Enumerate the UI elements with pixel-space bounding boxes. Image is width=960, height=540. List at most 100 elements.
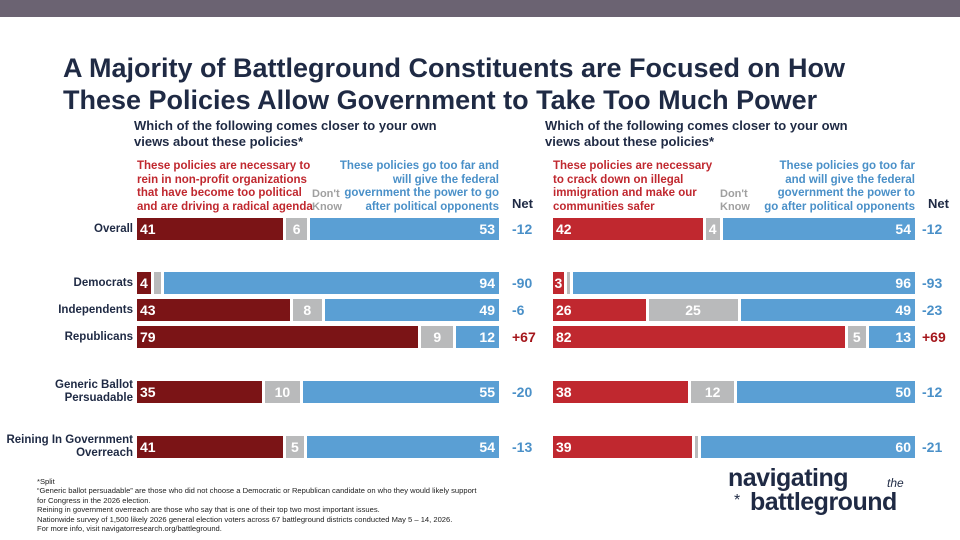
oppose-option-line: and will give the federal	[785, 173, 915, 186]
dont-know-line: Know	[312, 201, 342, 213]
bar-segment-oppose: 60	[701, 436, 915, 458]
net-header: Net	[928, 196, 949, 211]
row-label: Independents	[3, 304, 133, 317]
question-line: Which of the following comes closer to y…	[134, 118, 437, 133]
row-label: Reining In Government Overreach	[3, 434, 133, 460]
bar-segment-support: 43	[137, 299, 291, 321]
oppose-option-line: after political opponents	[365, 200, 499, 213]
footnote-line: Nationwide survey of 1,500 likely 2026 g…	[37, 514, 453, 524]
bar-segment-dont-know: 5	[285, 436, 304, 458]
row-label-line: Generic Ballot	[55, 379, 133, 391]
bar-segment-oppose: 55	[303, 381, 499, 403]
chart-question: Which of the following comes closer to y…	[545, 118, 905, 150]
net-header: Net	[512, 196, 533, 211]
oppose-option-line: will give the federal	[392, 173, 499, 186]
bar-segment-support: 41	[137, 436, 283, 458]
bar-segment-dont-know: 9	[421, 326, 454, 348]
net-value: -20	[512, 384, 533, 400]
logo-star-icon: *	[734, 492, 741, 509]
row-label: Generic Ballot Persuadable	[3, 379, 133, 405]
bar-segment-dont-know: 8	[293, 299, 322, 321]
support-option-label: These policies are necessary to rein in n…	[137, 160, 313, 214]
dont-know-line: Don't	[312, 188, 340, 200]
bar-segment-support: 38	[553, 381, 689, 403]
title-line-2: These Policies Allow Government to Take …	[63, 85, 818, 115]
net-value: -13	[512, 439, 533, 455]
bar-segment-support: 41	[137, 218, 283, 240]
row-label-line: Independents	[58, 303, 133, 316]
question-line: views about these policies*	[134, 134, 304, 149]
row-label: Republicans	[3, 331, 133, 344]
bar-segment-oppose: 94	[164, 272, 499, 294]
bar-segment-dont-know	[154, 272, 162, 294]
bar-segment-oppose: 12	[456, 326, 499, 348]
net-value: -90	[512, 275, 533, 291]
net-value: -23	[922, 302, 943, 318]
support-option-line: rein in non-profit organizations	[137, 173, 307, 186]
support-option-line: These policies are necessary to	[137, 160, 311, 172]
support-option-line: These policies are necessary	[553, 160, 713, 172]
support-option-line: communities safer	[553, 200, 655, 213]
dont-know-label: Don't Know	[720, 188, 750, 214]
support-option-label: These policies are necessary to crack dow…	[553, 160, 712, 214]
row-label-line: Reining In Government	[6, 434, 133, 446]
net-value: -12	[922, 221, 943, 237]
support-option-line: that have become too political	[137, 187, 302, 199]
oppose-option-line: These policies go too far and	[339, 160, 499, 172]
logo-word-navigating: navigating	[728, 464, 849, 492]
oppose-option-label: These policies go too far and will give t…	[745, 160, 915, 214]
chart-question: Which of the following comes closer to y…	[134, 118, 494, 150]
bar-segment-support: 39	[553, 436, 692, 458]
bar-segment-dont-know	[566, 272, 571, 294]
dont-know-label: Don't Know	[312, 188, 342, 214]
bar-segment-support: 42	[553, 218, 703, 240]
bar-segment-support: 26	[553, 299, 646, 321]
bar-segment-dont-know: 10	[264, 381, 301, 403]
bar-segment-oppose: 54	[306, 436, 499, 458]
footnote-line: for Congress in the 2026 election.	[37, 495, 151, 505]
dont-know-line: Don't	[720, 188, 748, 200]
oppose-option-line: government the power to	[777, 187, 915, 199]
support-option-line: immigration and make our	[553, 187, 697, 199]
footnote-line: Reining in government overreach are thos…	[37, 505, 380, 515]
bar-segment-dont-know: 5	[847, 326, 866, 348]
row-label-line: Overall	[94, 222, 133, 235]
logo-word-the: the	[887, 476, 904, 490]
row-label: Overall	[3, 223, 133, 236]
oppose-option-line: go after political opponents	[764, 200, 915, 213]
row-label: Democrats	[3, 277, 133, 290]
net-value: -12	[512, 221, 533, 237]
net-value: -93	[922, 275, 943, 291]
oppose-option-line: government the power to go	[344, 187, 499, 199]
page-title: A Majority of Battleground Constituents …	[63, 52, 943, 116]
support-option-line: and are driving a radical agenda	[137, 200, 313, 213]
oppose-option-line: These policies go too far	[779, 160, 915, 172]
title-line-1: A Majority of Battleground Constituents …	[63, 53, 846, 83]
support-option-line: to crack down on illegal	[553, 173, 684, 186]
bar-segment-support: 82	[553, 326, 845, 348]
navigating-battleground-logo: navigating the * battleground	[728, 464, 948, 524]
dont-know-line: Know	[720, 201, 750, 213]
row-label-line: Overreach	[76, 447, 133, 459]
logo-word-battleground: battleground	[750, 488, 897, 516]
bar-segment-dont-know: 6	[285, 218, 308, 240]
net-value: -6	[512, 302, 525, 318]
bar-segment-dont-know: 4	[705, 218, 720, 240]
footnotes: *Split “Generic ballot persuadable” are …	[37, 477, 637, 533]
question-line: Which of the following comes closer to y…	[545, 118, 848, 133]
bar-segment-oppose: 49	[740, 299, 915, 321]
bar-segment-oppose: 13	[868, 326, 915, 348]
row-label-line: Persuadable	[64, 392, 133, 404]
net-value: +69	[922, 329, 946, 345]
row-label-line: Republicans	[64, 330, 133, 343]
bar-segment-support: 79	[137, 326, 419, 348]
footnote-line: “Generic ballot persuadable” are those w…	[37, 486, 477, 496]
bar-segment-oppose: 50	[737, 381, 915, 403]
footnote-line: For more info, visit navigatorresearch.o…	[37, 524, 222, 534]
bar-segment-dont-know	[694, 436, 699, 458]
bar-segment-support: 35	[137, 381, 262, 403]
net-value: +67	[512, 329, 536, 345]
row-label-line: Democrats	[73, 276, 133, 289]
bar-segment-oppose: 49	[324, 299, 499, 321]
bar-segment-dont-know: 12	[691, 381, 734, 403]
